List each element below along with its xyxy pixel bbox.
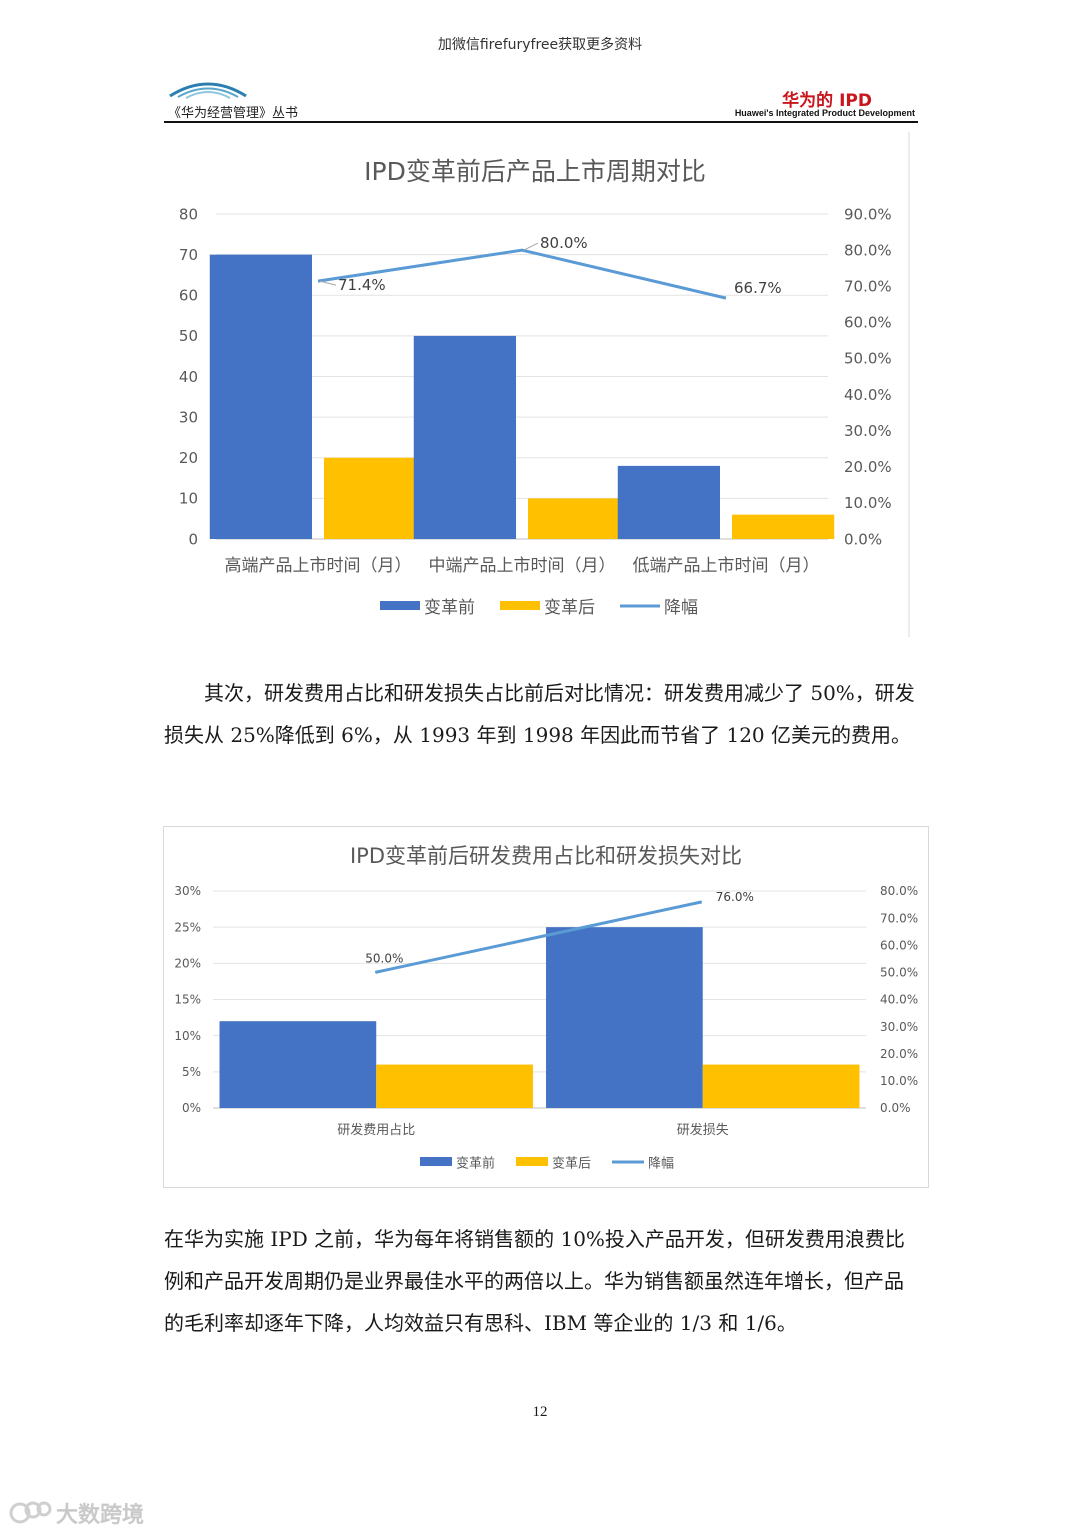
- reduction-data-label: 71.4%: [338, 276, 386, 294]
- reduction-data-label: 50.0%: [365, 951, 403, 965]
- left-axis-tick-label: 25%: [174, 920, 201, 934]
- left-axis-tick-label: 30%: [174, 884, 201, 898]
- data-label-leader: [319, 280, 337, 286]
- reduction-line: [317, 248, 727, 300]
- legend-swatch: [516, 1157, 548, 1166]
- right-axis-tick-label: 60.0%: [844, 314, 892, 332]
- right-axis-tick-label: 40.0%: [844, 386, 892, 404]
- bar-before: [546, 927, 703, 1108]
- book-series-title: 《华为经营管理》丛书: [168, 106, 299, 121]
- bar-before: [209, 254, 312, 539]
- right-axis-tick-label: 20.0%: [880, 1047, 918, 1061]
- book-brand-subtitle: Huawei's Integrated Product Development: [734, 108, 915, 118]
- left-axis-tick-label: 80: [179, 205, 198, 223]
- right-axis-tick-label: 10.0%: [844, 494, 892, 512]
- left-axis-tick-label: 20: [179, 449, 198, 467]
- right-axis-tick-label: 30.0%: [880, 1020, 918, 1034]
- chart-title: IPD变革前后研发费用占比和研发损失对比: [350, 844, 742, 868]
- category-label: 研发损失: [677, 1122, 729, 1138]
- legend-label: 降幅: [664, 598, 698, 618]
- left-axis-tick-label: 5%: [182, 1065, 201, 1079]
- book-series-logo: [169, 82, 247, 99]
- right-axis-tick-label: 10.0%: [880, 1074, 918, 1088]
- reduction-data-label: 76.0%: [716, 890, 754, 904]
- category-label: 中端产品上市时间（月）: [429, 556, 616, 576]
- legend-label: 变革前: [456, 1156, 495, 1172]
- right-axis-tick-label: 0.0%: [844, 530, 882, 548]
- reduction-line: [374, 900, 703, 974]
- right-axis-tick-label: 70.0%: [844, 277, 892, 295]
- right-axis-tick-label: 80.0%: [880, 884, 918, 898]
- bar-before: [219, 1021, 377, 1108]
- legend-label: 变革后: [552, 1156, 591, 1172]
- watermark-text: 大数跨境: [56, 1503, 145, 1528]
- left-axis-tick-label: 0%: [182, 1101, 201, 1115]
- right-axis-tick-label: 50.0%: [844, 350, 892, 368]
- paragraph-rd-cost: 其次，研发费用占比和研发损失占比前后对比情况：研发费用减少了 50%，研发损失从…: [164, 681, 915, 747]
- right-axis-tick-label: 70.0%: [880, 911, 918, 925]
- left-axis-tick-label: 20%: [174, 957, 201, 971]
- page-number: 12: [532, 1404, 548, 1420]
- legend-label: 降幅: [648, 1157, 674, 1172]
- paragraph-before-ipd: 在华为实施 IPD 之前，华为每年将销售额的 10%投入产品开发，但研发费用浪费…: [164, 1227, 905, 1335]
- category-label: 高端产品上市时间（月）: [225, 556, 412, 576]
- rd-cost-loss-chart: IPD变革前后研发费用占比和研发损失对比 0% 5% 10% 15% 20% 25% 30% 0…: [163, 826, 929, 1188]
- legend-swatch: [500, 601, 540, 610]
- launch-cycle-chart: IPD变革前后产品上市周期对比 0 10 20 30 40 50 60 70 80 0.0% 10.0…: [179, 132, 910, 637]
- left-axis-tick-label: 40: [179, 368, 198, 386]
- bar-after: [528, 498, 631, 539]
- category-label: 低端产品上市时间（月）: [633, 556, 820, 576]
- right-axis-tick-label: 80.0%: [844, 241, 892, 259]
- left-axis-tick-label: 10: [179, 490, 198, 508]
- bar-after: [732, 514, 835, 539]
- bar-after: [702, 1064, 860, 1108]
- left-axis-tick-label: 50: [179, 327, 198, 345]
- download-notice: 加微信firefuryfree获取更多资料: [437, 37, 643, 53]
- header-divider: [164, 121, 918, 123]
- reduction-data-label: 66.7%: [734, 279, 782, 297]
- category-label: 研发费用占比: [337, 1122, 415, 1138]
- chart-title: IPD变革前后产品上市周期对比: [364, 157, 706, 186]
- bar-before: [617, 465, 720, 539]
- left-axis-tick-label: 0: [188, 530, 198, 548]
- left-axis-tick-label: 10%: [174, 1029, 201, 1043]
- right-axis-tick-label: 0.0%: [880, 1101, 911, 1115]
- right-axis-tick-label: 30.0%: [844, 422, 892, 440]
- book-brand-title: 华为的 IPD: [782, 91, 872, 111]
- right-axis-tick-label: 40.0%: [880, 993, 918, 1007]
- bar-after: [324, 457, 427, 539]
- watermark-logo: [9, 1501, 52, 1524]
- reduction-data-label: 80.0%: [540, 234, 588, 252]
- legend-swatch: [420, 1157, 452, 1166]
- bar-after: [376, 1064, 533, 1108]
- bar-before: [413, 335, 516, 539]
- data-label-leader: [523, 242, 539, 251]
- legend-label: 变革前: [424, 598, 475, 618]
- left-axis-tick-label: 30: [179, 408, 198, 426]
- left-axis-tick-label: 15%: [174, 993, 201, 1007]
- legend-swatch: [380, 601, 420, 610]
- left-axis-tick-label: 70: [179, 246, 198, 264]
- legend-label: 变革后: [544, 598, 595, 618]
- left-axis-tick-label: 60: [179, 287, 198, 305]
- right-axis-tick-label: 50.0%: [880, 966, 918, 980]
- right-axis-tick-label: 20.0%: [844, 458, 892, 476]
- chart-border: [163, 826, 929, 1188]
- right-axis-tick-label: 60.0%: [880, 938, 918, 952]
- right-axis-tick-label: 90.0%: [844, 205, 892, 223]
